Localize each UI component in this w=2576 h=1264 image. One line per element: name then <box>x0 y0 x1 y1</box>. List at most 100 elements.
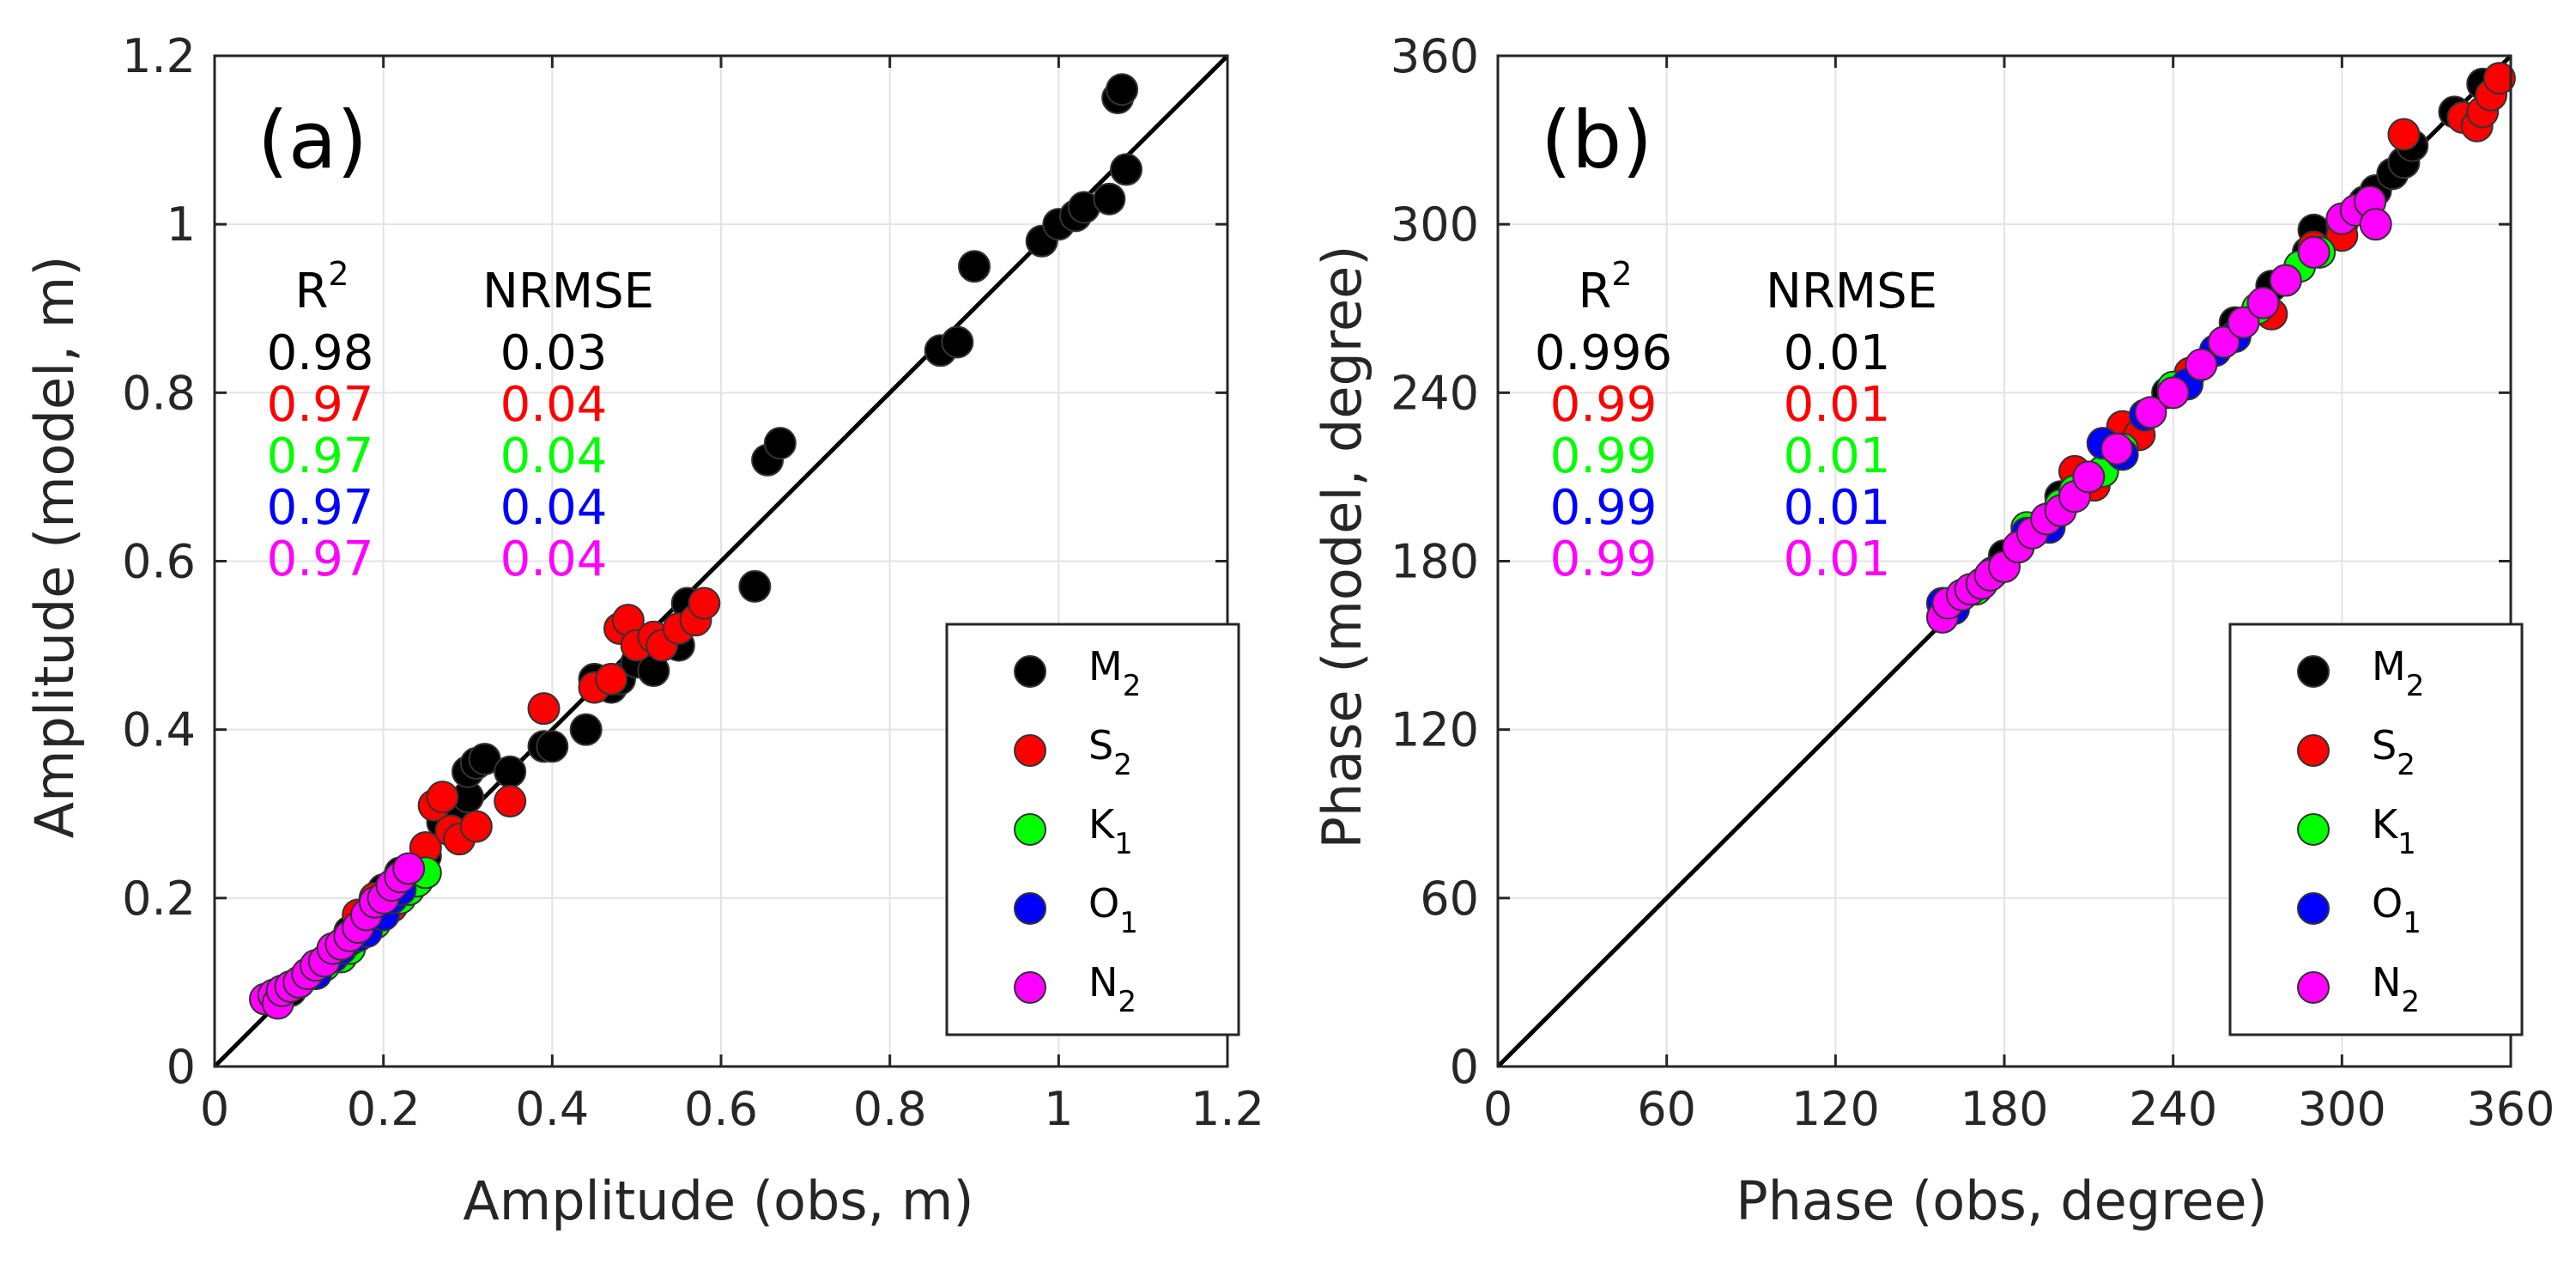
panel-b-r2-header: R2 <box>1578 255 1632 319</box>
nrmse-value: 0.04 <box>500 377 608 433</box>
data-point <box>2297 235 2331 269</box>
series-n2 <box>249 852 426 1020</box>
legend-marker <box>2297 734 2330 767</box>
legend-marker <box>1014 813 1046 846</box>
data-point <box>763 427 797 460</box>
legend-label: N2 <box>1088 959 1136 1019</box>
nrmse-value: 0.01 <box>1784 532 1891 587</box>
data-point <box>2387 118 2421 151</box>
panel-a-nrmse-header: NRMSE <box>482 264 654 319</box>
x-tick-label: 0.4 <box>515 1082 589 1136</box>
panel-a-r2-header: R2 <box>294 255 349 319</box>
nrmse-value: 0.04 <box>500 428 608 484</box>
data-point <box>2185 348 2218 381</box>
x-tick-label: 1.2 <box>1191 1082 1264 1136</box>
y-tick-label: 0.4 <box>122 703 196 757</box>
x-tick-label: 0.2 <box>347 1082 421 1136</box>
panel-b-ylabel: Phase (model, degree) <box>1311 246 1373 849</box>
nrmse-value: 0.01 <box>1784 377 1891 433</box>
data-point <box>2227 306 2260 339</box>
y-tick-label: 360 <box>1391 29 1479 83</box>
data-point <box>536 730 569 763</box>
y-tick-label: 60 <box>1420 872 1479 926</box>
y-tick-label: 300 <box>1391 198 1479 252</box>
legend-marker <box>2297 892 2330 925</box>
data-point <box>595 662 628 696</box>
r2-value: 0.99 <box>1550 428 1658 484</box>
r2-value: 0.996 <box>1535 325 1672 381</box>
data-point <box>738 569 772 603</box>
data-point <box>2100 432 2134 465</box>
y-tick-label: 1.2 <box>122 29 196 83</box>
legend-label: K1 <box>2372 801 2416 861</box>
r2-value: 0.99 <box>1550 480 1658 536</box>
legend-marker <box>1014 892 1046 925</box>
nrmse-value: 0.01 <box>1784 325 1891 381</box>
data-point <box>392 852 426 885</box>
x-tick-label: 0.6 <box>684 1082 758 1136</box>
legend-marker <box>1014 655 1046 688</box>
legend: M2 S2 K1 O1 N2 <box>2228 623 2524 1036</box>
x-tick-label: 60 <box>1637 1082 1696 1136</box>
y-tick-label: 1 <box>167 198 196 252</box>
legend-label: S2 <box>1088 722 1132 782</box>
r2-value: 0.97 <box>267 377 374 433</box>
panel-b-label: (b) <box>1541 94 1652 186</box>
data-point <box>2072 460 2106 494</box>
legend-label: M2 <box>2372 643 2424 703</box>
y-tick-label: 0.6 <box>122 535 196 589</box>
legend-marker <box>1014 734 1046 767</box>
series-n2 <box>1925 185 2392 634</box>
legend-marker <box>2297 655 2330 688</box>
data-point <box>958 250 991 283</box>
x-tick-label: 300 <box>2298 1082 2386 1136</box>
data-point <box>941 325 974 359</box>
data-point <box>1093 182 1126 216</box>
legend-marker <box>1014 971 1046 1004</box>
r2-value: 0.97 <box>267 532 374 587</box>
data-point <box>2134 396 2167 429</box>
panel-b-nrmse-header: NRMSE <box>1766 264 1937 319</box>
legend: M2 S2 K1 O1 N2 <box>945 623 1240 1036</box>
y-tick-label: 0.2 <box>122 872 196 926</box>
legend-box <box>2228 623 2524 1036</box>
data-point <box>494 755 527 788</box>
data-point <box>688 586 721 620</box>
panel-a-xlabel: Amplitude (obs, m) <box>463 1170 973 1232</box>
nrmse-value: 0.01 <box>1784 480 1891 536</box>
legend-marker <box>2297 813 2330 846</box>
legend-label: S2 <box>2372 722 2415 782</box>
r2-value: 0.97 <box>267 428 374 484</box>
x-tick-label: 1 <box>1044 1082 1073 1136</box>
y-tick-label: 180 <box>1391 535 1479 589</box>
panel-a-label: (a) <box>258 94 367 186</box>
x-tick-label: 0 <box>200 1082 229 1136</box>
data-point <box>2359 208 2392 241</box>
data-point <box>2246 286 2280 319</box>
legend-box <box>945 623 1240 1036</box>
x-tick-label: 120 <box>1791 1082 1880 1136</box>
legend-label: O1 <box>2372 880 2421 940</box>
x-tick-label: 0 <box>1483 1082 1512 1136</box>
data-point <box>2482 62 2516 95</box>
data-point <box>494 785 527 818</box>
legend-marker <box>2297 971 2330 1004</box>
legend-label: O1 <box>1088 880 1138 940</box>
panel-b: (b) Phase (obs, degree) Phase (model, de… <box>1311 94 2268 1232</box>
x-tick-label: 180 <box>1960 1082 2048 1136</box>
r2-value: 0.98 <box>267 325 374 381</box>
legend-label: M2 <box>1088 643 1141 703</box>
nrmse-value: 0.03 <box>500 325 608 381</box>
nrmse-value: 0.04 <box>500 532 608 587</box>
x-tick-label: 240 <box>2129 1082 2217 1136</box>
data-point <box>569 713 603 746</box>
panel-a: (a) Amplitude (obs, m) Amplitude (model,… <box>23 94 974 1232</box>
data-point <box>1106 73 1139 106</box>
data-point <box>2207 325 2240 359</box>
y-tick-label: 0.8 <box>122 366 196 420</box>
x-tick-label: 0.8 <box>853 1082 927 1136</box>
panel-b-plot: 00 60 60 120 120 180 180 240 240 300 300 360 360 0.99… <box>1391 29 2555 1136</box>
nrmse-value: 0.04 <box>500 480 608 536</box>
